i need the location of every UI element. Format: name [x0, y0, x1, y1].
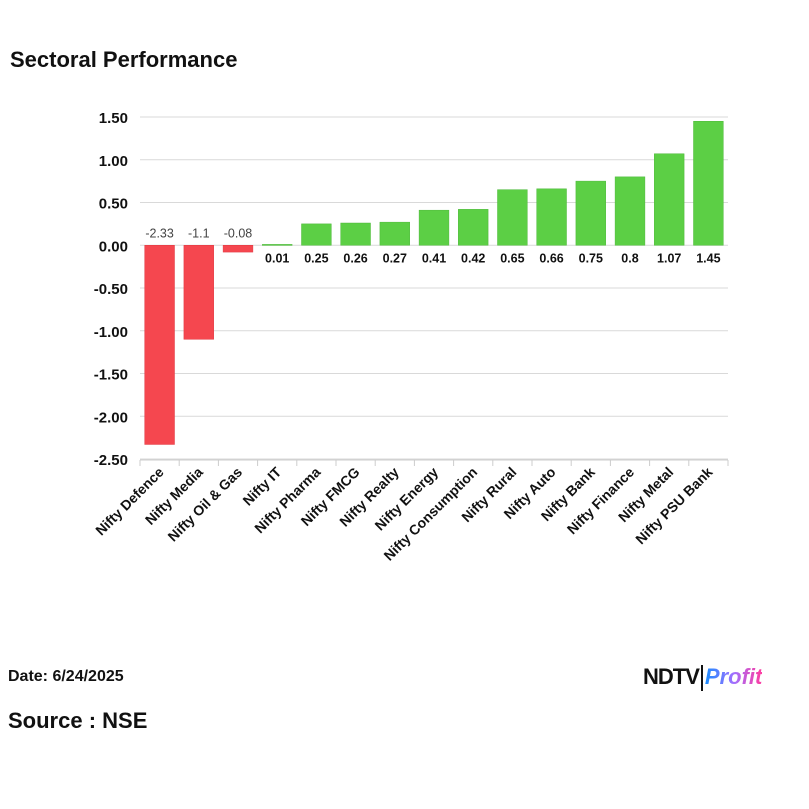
- logo-divider: [700, 665, 703, 692]
- y-tick-label: 0.50: [99, 196, 128, 213]
- chart-title: Sectoral Performance: [10, 47, 238, 72]
- data-label: 0.26: [343, 251, 367, 265]
- data-label: 0.42: [461, 251, 485, 265]
- y-tick-label: -0.50: [94, 281, 128, 298]
- bar: [144, 245, 175, 445]
- bar: [536, 188, 567, 246]
- data-label: 0.27: [383, 251, 407, 265]
- date-label: Date: 6/24/2025: [8, 668, 124, 685]
- data-label: 0.25: [304, 251, 328, 265]
- bar: [262, 244, 293, 246]
- source-label: Source : NSE: [8, 708, 148, 733]
- bar: [458, 209, 489, 246]
- ndtv-profit-logo: NDTV Profit: [643, 664, 763, 692]
- logo-profit: Profit: [704, 664, 763, 689]
- bar: [654, 153, 685, 246]
- data-label: 1.45: [696, 251, 720, 265]
- bar: [418, 209, 450, 246]
- x-tick-label: Nifty Defence: [92, 464, 167, 539]
- y-tick-label: -1.00: [94, 324, 128, 341]
- bar: [497, 189, 528, 246]
- data-label: -2.33: [145, 226, 174, 240]
- data-label: -0.08: [224, 226, 253, 240]
- bar: [693, 121, 724, 246]
- bar: [340, 222, 371, 246]
- y-tick-label: 0.00: [99, 238, 128, 255]
- data-label: 0.8: [621, 251, 638, 265]
- y-tick-label: -2.00: [94, 409, 128, 426]
- bar: [301, 223, 332, 246]
- bar: [379, 221, 410, 246]
- data-label: 0.66: [539, 251, 563, 265]
- bar: [575, 180, 606, 246]
- data-label: 0.65: [500, 251, 524, 265]
- data-label: 0.75: [579, 251, 603, 265]
- bar: [183, 245, 214, 340]
- data-label: 1.07: [657, 251, 681, 265]
- y-tick-label: 1.50: [99, 110, 128, 127]
- y-tick-label: -1.50: [94, 367, 128, 384]
- data-label: -1.1: [188, 226, 210, 240]
- logo-ndtv: NDTV: [643, 664, 700, 689]
- y-tick-label: 1.00: [99, 153, 128, 170]
- data-label: 0.41: [422, 251, 446, 265]
- bar: [222, 245, 254, 253]
- y-tick-label: -2.50: [94, 452, 128, 469]
- bar: [614, 176, 646, 246]
- data-label: 0.01: [265, 251, 289, 265]
